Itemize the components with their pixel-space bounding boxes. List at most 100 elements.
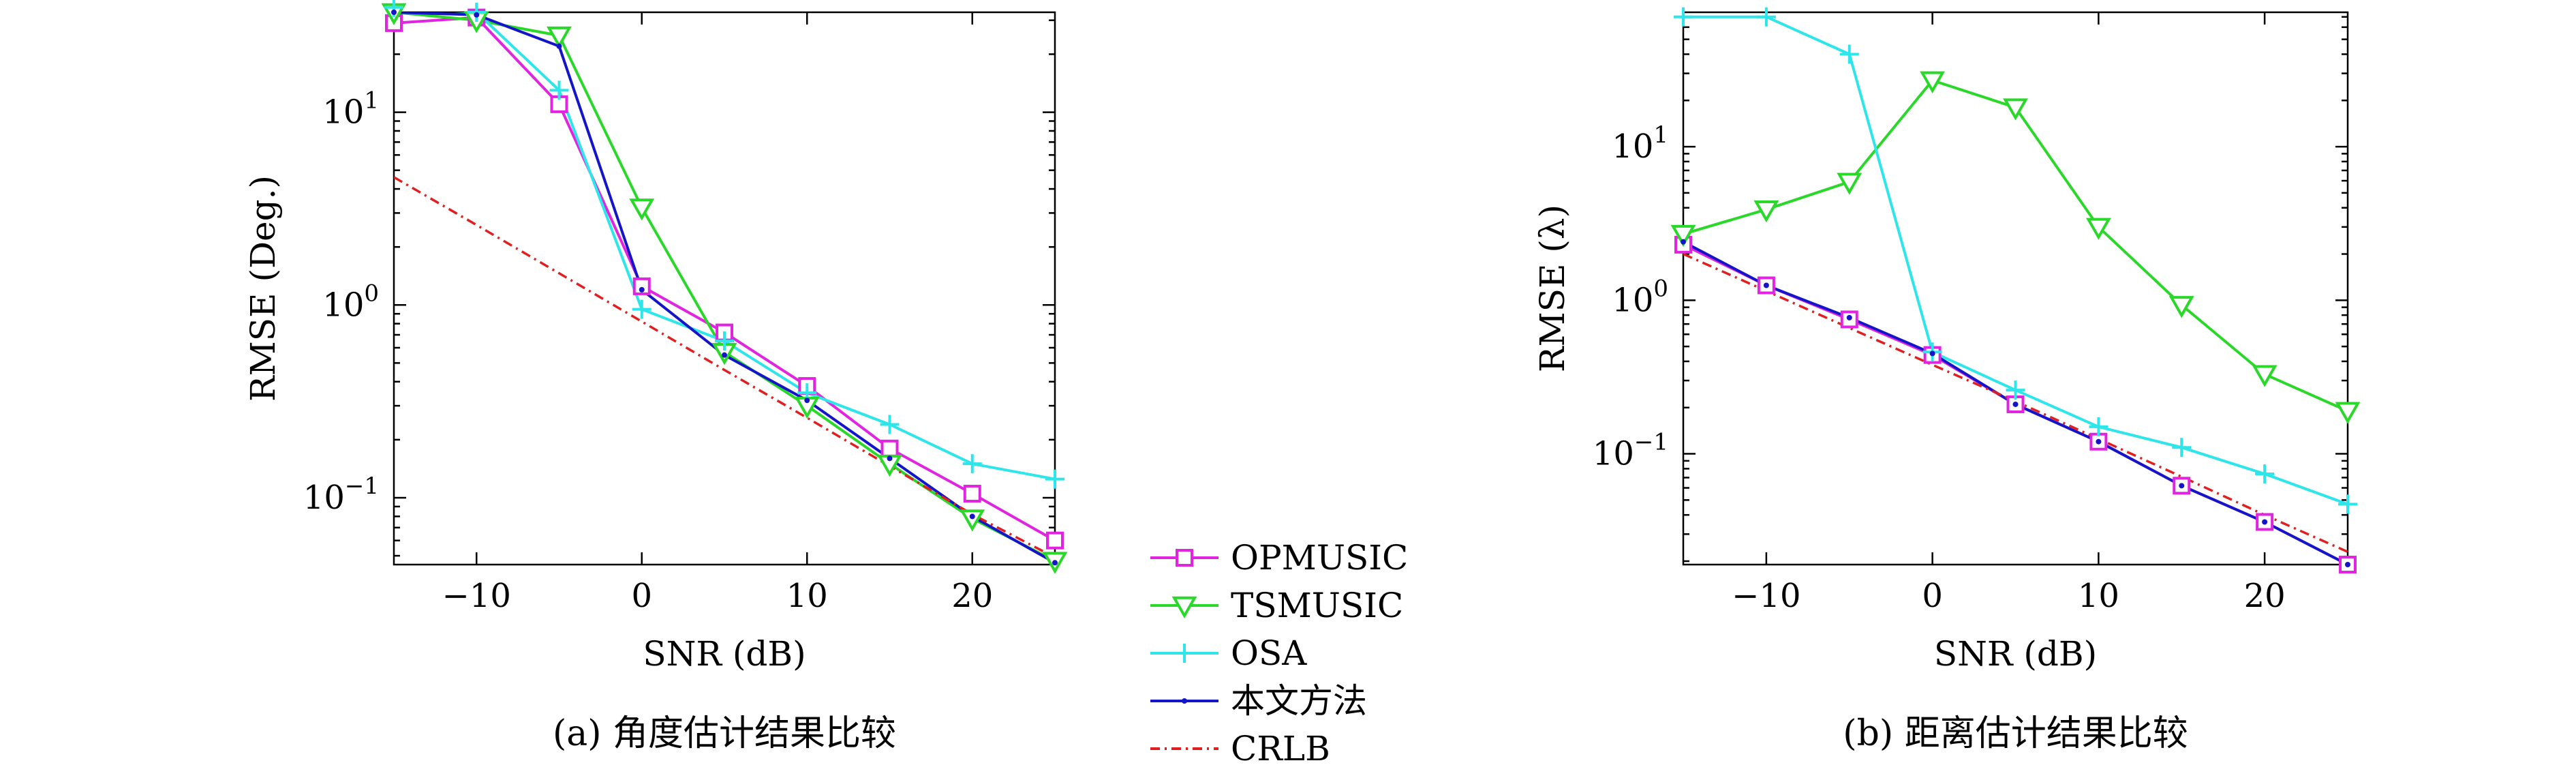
y-axis: 10−1 100 101 (303, 19, 1055, 557)
series-1-point (629, 198, 655, 221)
series-3-line (394, 12, 1055, 565)
legend-swatch-marker (1175, 644, 1194, 663)
series-1-line (394, 12, 1055, 563)
series-1-line (1683, 78, 2348, 413)
x-axis: −10 0 10 20 (1732, 12, 2286, 615)
chart-caption: (b) 距离估计结果比较 (1843, 713, 2188, 754)
legend-label: 本文方法 (1231, 681, 1367, 721)
chart-panel-a: −10 0 10 20 10−1 100 101 SNR (dB) RMSE (Deg.) (a)… (243, 0, 1068, 754)
series-1-point (547, 26, 572, 49)
series-3-point (804, 398, 810, 404)
y-axis-label: RMSE (Deg.) (243, 175, 283, 402)
series-2-point (2172, 438, 2192, 458)
series-1-point (2252, 365, 2278, 387)
x-tick-label: 0 (1922, 577, 1943, 615)
legend-label: OPMUSIC (1231, 538, 1408, 578)
y-tick-label: 100 (1612, 275, 1668, 319)
series-2-point (2089, 417, 2109, 436)
series-3-point (1929, 350, 1935, 357)
legend-swatch-marker (1182, 698, 1187, 704)
legend-item: TSMUSIC (1150, 586, 1403, 625)
y-axis: 10−1 100 101 (1593, 16, 2348, 563)
series-3-point (722, 352, 727, 358)
series-2-point (715, 331, 734, 351)
series-2-point (2338, 494, 2357, 514)
series-0-point (880, 439, 899, 458)
x-axis-label: SNR (dB) (643, 634, 806, 674)
legend-item: OPMUSIC (1150, 538, 1408, 578)
series-3-point (969, 513, 975, 520)
legend-item: CRLB (1150, 729, 1330, 768)
plot-frame (393, 11, 1056, 566)
series-1-point (1837, 173, 1862, 195)
series-2-markers (384, 0, 1064, 489)
series-1-point (1670, 224, 1696, 248)
series-3-point (2096, 438, 2102, 445)
x-tick-label: 10 (2078, 577, 2119, 615)
series-1-point (1920, 71, 1946, 93)
x-tick-label: 20 (951, 577, 993, 615)
series-2-point (2255, 464, 2275, 484)
series-2-point (962, 454, 982, 474)
series-1-point (2003, 98, 2028, 121)
legend-label: CRLB (1231, 729, 1330, 768)
series-3-point (1846, 314, 1852, 320)
series-3-point (639, 286, 645, 293)
series-1-point (2168, 296, 2194, 318)
series-4-line (394, 176, 1055, 559)
series-2-point (1674, 7, 1693, 27)
legend-label: OSA (1231, 633, 1307, 673)
x-tick-label: −10 (1732, 577, 1800, 615)
plot-frame (1682, 11, 2349, 566)
x-tick-label: 20 (2244, 577, 2286, 615)
y-tick-label: 101 (1612, 121, 1668, 166)
series-3-point (1681, 239, 1686, 245)
series-3-point (2179, 483, 2185, 489)
legend-swatch-marker (1176, 549, 1193, 567)
legend-item: OSA (1150, 633, 1307, 673)
series-2-point (1756, 7, 1776, 27)
y-axis-label: RMSE (λ) (1533, 205, 1572, 372)
series-1-markers (1670, 71, 2361, 424)
chart-panel-b: −10 0 10 20 10−1 100 101 SNR (dB) RMSE (λ) (b) 距离… (1533, 7, 2361, 754)
y-tick-label: 10−1 (303, 473, 379, 517)
series-1-point (2335, 402, 2361, 424)
series-2-point (549, 80, 569, 100)
series-2-point (1839, 44, 1859, 64)
series-3-point (2345, 562, 2350, 567)
series-3-point (391, 10, 397, 15)
chart-caption: (a) 角度估计结果比较 (553, 713, 896, 754)
series-0-markers (385, 8, 1064, 550)
series-2-line (1683, 15, 2348, 506)
x-tick-label: −10 (442, 577, 511, 615)
series-2-point (632, 299, 651, 319)
series-0-point (1046, 531, 1064, 550)
series-2-line (453, 12, 1055, 481)
legend-label: TSMUSIC (1231, 586, 1403, 625)
series-2-point (2006, 380, 2025, 400)
series-3-point (887, 455, 893, 462)
series-1-point (1753, 200, 1779, 223)
series-2-point (1045, 469, 1064, 489)
series-0-line (394, 16, 1055, 542)
series-3-point (474, 12, 480, 18)
series-3-point (2012, 401, 2019, 407)
y-tick-label: 100 (322, 280, 379, 324)
series-0-point (963, 484, 981, 503)
series-3-markers (391, 10, 1058, 566)
series-2-point (880, 415, 900, 434)
series-3-point (1763, 282, 1769, 288)
x-tick-label: 0 (631, 577, 652, 615)
series-layer (394, 12, 1055, 565)
series-0-point (632, 277, 651, 295)
series-3-point (556, 43, 562, 49)
series-1-markers (381, 3, 1068, 574)
x-tick-label: 10 (786, 577, 828, 615)
x-axis: −10 0 10 20 (442, 12, 993, 615)
legend-item: 本文方法 (1150, 681, 1367, 721)
series-3-point (2262, 519, 2268, 525)
series-1-point (2085, 218, 2111, 240)
legend: OPMUSIC TSMUSIC OSA 本文方法 CRLB (1150, 538, 1408, 768)
series-3-markers (1681, 239, 2350, 567)
